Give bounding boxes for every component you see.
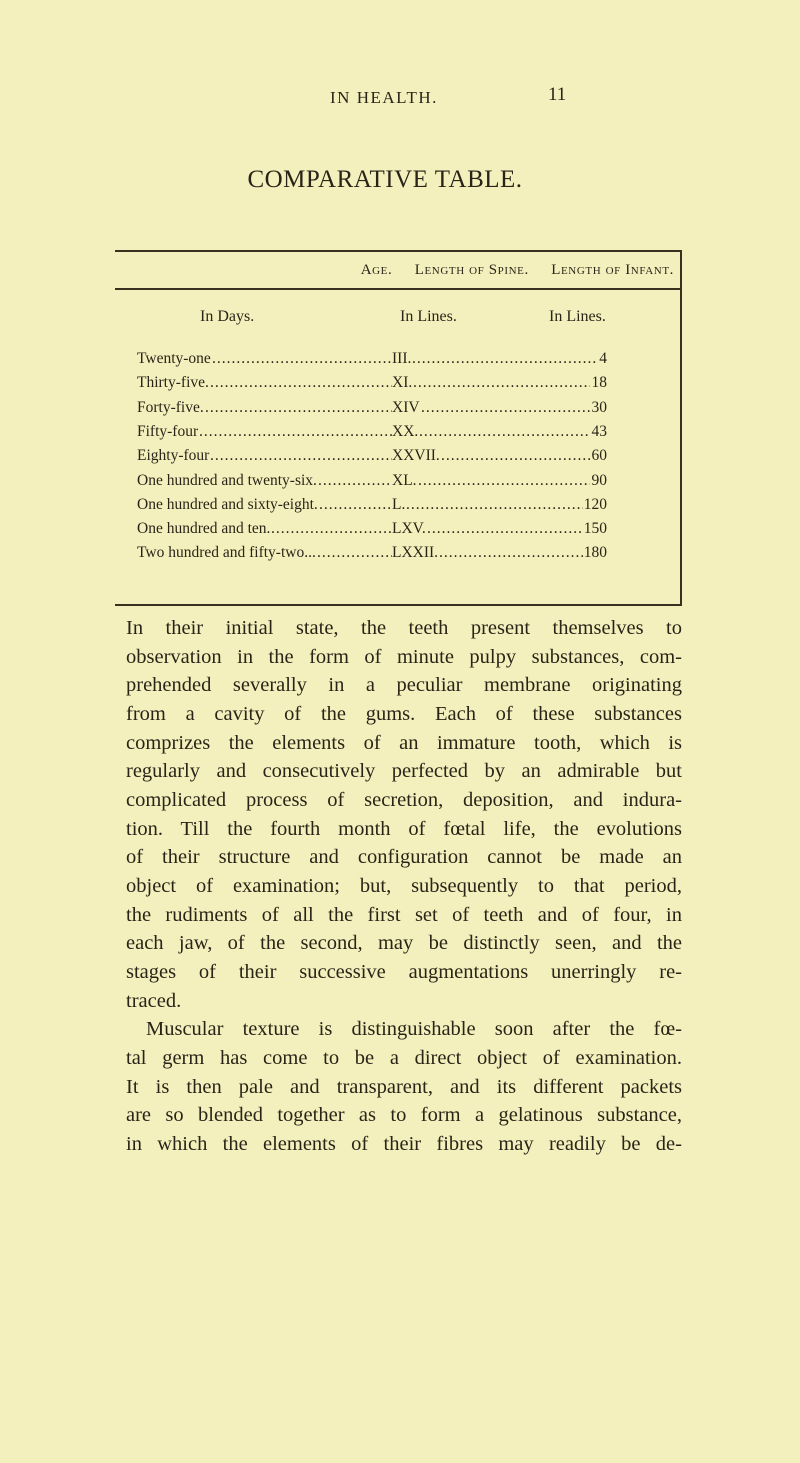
dot-leader: ........................................… (413, 374, 590, 392)
cell-infant: 180 (583, 544, 607, 562)
text-line: prehended severally in a peculiar membra… (126, 674, 682, 697)
text-line: tal germ has come to be a direct object … (126, 1046, 682, 1069)
table-row: One hundred and twenty-six. XL. 90......… (137, 472, 607, 496)
dot-leader: ........................................… (421, 398, 590, 416)
dot-leader: ........................................… (319, 495, 392, 513)
cell-age: Eighty-four (137, 447, 210, 465)
table-row: Twenty-one III. 4.......................… (137, 350, 607, 374)
dot-leader: ........................................… (419, 422, 590, 440)
text-line: traced. (126, 989, 182, 1012)
dot-leader: ........................................… (441, 447, 590, 465)
cell-age: Forty-five. (137, 398, 204, 416)
dot-leader: ........................................… (210, 447, 392, 465)
dot-leader: ........................................… (439, 544, 583, 562)
text-line: are so blended together as to form a gel… (126, 1104, 682, 1127)
dot-leader: ........................................… (199, 422, 392, 440)
cell-spine: L. (392, 495, 406, 513)
cell-spine: XIV (392, 398, 420, 416)
cell-spine: XXVII. (392, 447, 440, 465)
cell-spine: LXV. (392, 520, 426, 538)
unit-spine: In Lines. (400, 308, 457, 325)
cell-infant: 30 (591, 398, 608, 416)
cell-age: Two hundred and fifty-two... (137, 544, 316, 562)
header-infant: Length of Infant. (551, 262, 674, 278)
page-number: 11 (548, 84, 567, 105)
cell-infant: 43 (591, 422, 608, 440)
dot-leader: ........................................… (412, 350, 598, 367)
unit-infant: In Lines. (549, 308, 606, 325)
table-title: COMPARATIVE TABLE. (247, 166, 523, 193)
dot-leader: ........................................… (271, 520, 392, 538)
table-row: Eighty-four XXVII. 60...................… (137, 447, 607, 471)
text-line: Muscular texture is distinguishable soon… (146, 1018, 682, 1041)
cell-infant: 90 (591, 471, 608, 489)
dot-leader: ........................................… (427, 520, 583, 538)
header-spine: Length of Spine. (414, 262, 529, 278)
text-line: tion. Till the fourth month of fœtal lif… (126, 817, 682, 840)
cell-age: Fifty-four (137, 422, 199, 440)
table-row: Two hundred and fifty-two... LXXII. 180.… (137, 544, 607, 568)
dot-leader: ........................................… (205, 398, 392, 416)
text-line: each jaw, of the second, may be distinct… (126, 932, 682, 955)
cell-spine: III. (392, 350, 412, 367)
text-line: in which the elements of their fibres ma… (126, 1132, 682, 1155)
dot-leader: ........................................… (212, 350, 392, 367)
dot-leader: ........................................… (210, 374, 392, 392)
cell-age: One hundred and ten. (137, 520, 271, 538)
body-text: In their initial state, the teeth presen… (126, 614, 682, 1158)
text-line: It is then pale and transparent, and its… (126, 1075, 682, 1098)
cell-age: One hundred and twenty-six. (137, 471, 317, 489)
dot-leader: ........................................… (406, 495, 583, 513)
cell-infant: 60 (591, 447, 608, 465)
text-line: comprizes the elements of an immature to… (126, 731, 682, 754)
table-header: Age. Length of Spine. Length of Infant. (115, 262, 674, 279)
cell-spine: XL. (392, 471, 417, 489)
text-line: from a cavity of the gums. Each of these… (126, 702, 682, 725)
text-line: observation in the form of minute pulpy … (126, 645, 682, 668)
cell-age: Thirty-five. (137, 374, 209, 392)
cell-age: Twenty-one (137, 350, 211, 367)
cell-spine: LXXII. (392, 544, 439, 562)
dot-leader: ........................................… (317, 544, 392, 562)
table-row: One hundred and ten. LXV. 150...........… (137, 520, 607, 544)
cell-infant: 18 (591, 374, 608, 392)
unit-days: In Days. (200, 308, 255, 325)
header-rule (115, 288, 680, 290)
table-row: Forty-five. XIV 30......................… (137, 399, 607, 423)
table-row: One hundred and sixty-eight. L. 120.....… (137, 496, 607, 520)
text-line: the rudiments of all the first set of te… (126, 903, 682, 926)
cell-age: One hundred and sixty-eight. (137, 495, 318, 513)
table-row: Thirty-five. XI. 18.....................… (137, 374, 607, 398)
text-line: of their structure and configuration can… (126, 846, 682, 869)
comparative-table: Age. Length of Spine. Length of Infant. … (115, 250, 682, 606)
cell-infant: 4 (599, 350, 607, 367)
text-line: regularly and consecutively perfected by… (126, 760, 682, 783)
cell-spine: XX. (392, 422, 419, 440)
cell-infant: 120 (583, 495, 607, 513)
text-line: stages of their successive augmentations… (126, 960, 682, 983)
text-line: object of examination; but, subsequently… (126, 874, 682, 897)
header-age: Age. (360, 262, 393, 278)
running-head: IN HEALTH. (330, 88, 438, 107)
cell-infant: 150 (583, 520, 607, 538)
text-line: In their initial state, the teeth presen… (126, 617, 682, 639)
cell-spine: XI. (392, 374, 413, 392)
table-row: Fifty-four XX. 43.......................… (137, 423, 607, 447)
text-line: complicated process of secretion, deposi… (126, 788, 682, 811)
dot-leader: ........................................… (418, 471, 590, 489)
dot-leader: ........................................… (318, 471, 392, 489)
